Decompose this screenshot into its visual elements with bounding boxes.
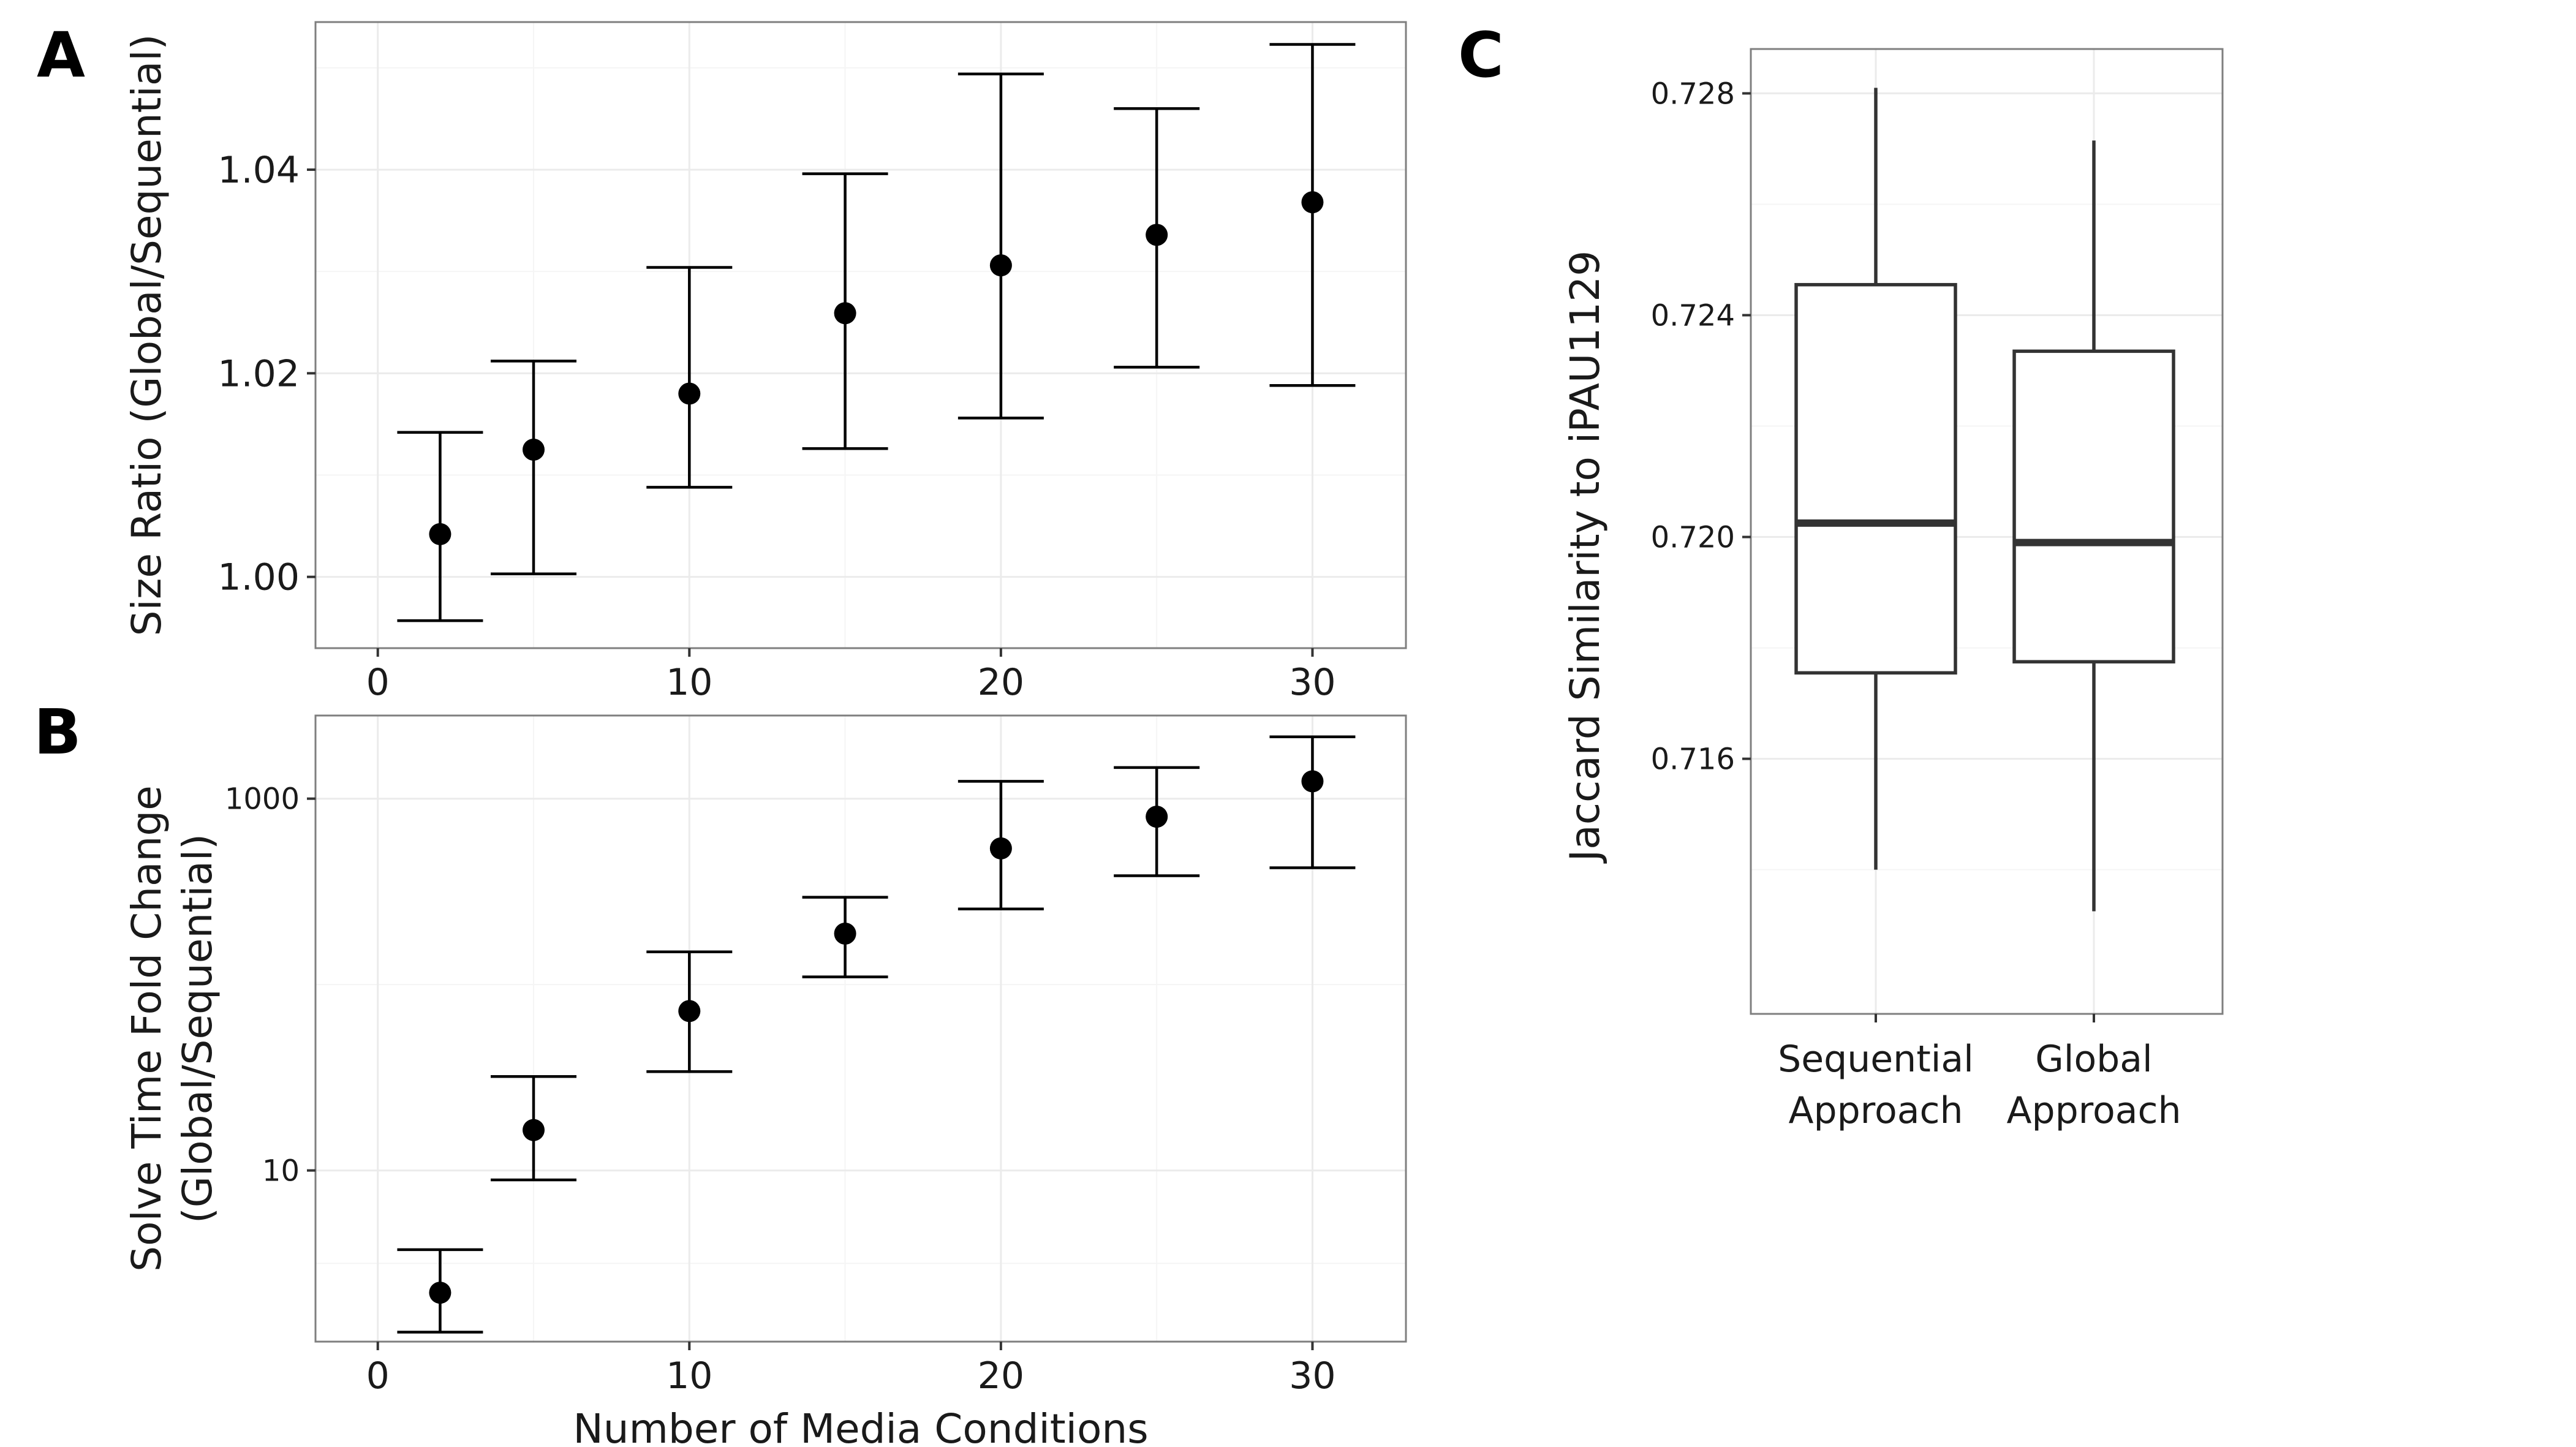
y-axis-title: Size Ratio (Global/Sequential) xyxy=(123,34,170,637)
data-point xyxy=(678,1000,701,1022)
x-tick-label: 0 xyxy=(366,661,390,704)
panel-letter-b: B xyxy=(34,696,81,769)
y-tick-label: 0.728 xyxy=(1651,77,1735,111)
data-point xyxy=(1301,770,1324,793)
y-axis-title-line-1: Solve Time Fold Change xyxy=(123,785,170,1272)
category-label-line-1: Global xyxy=(2035,1038,2152,1081)
x-tick-label: 20 xyxy=(978,1354,1024,1397)
data-point xyxy=(834,302,856,325)
category-label-line-1: Sequential xyxy=(1778,1038,1974,1081)
box-iqr xyxy=(2012,349,2175,663)
y-tick-label: 1.02 xyxy=(217,352,300,395)
y-tick-label: 1.04 xyxy=(217,149,300,192)
x-tick-label: 0 xyxy=(366,1354,390,1397)
data-point xyxy=(523,1119,545,1141)
box-iqr xyxy=(1794,282,1957,675)
data-point xyxy=(523,438,545,461)
x-tick-label: 10 xyxy=(666,661,712,704)
data-point xyxy=(429,1282,451,1304)
y-tick-label: 10 xyxy=(262,1154,300,1188)
chart-b-solve-time: 0 10 20 30 10 1000 Solve Time Fold Change (Glob… xyxy=(123,714,1407,1447)
data-point xyxy=(1301,191,1324,214)
category-label-line-2: Approach xyxy=(1788,1089,1963,1132)
chart-a-size-ratio: 0 10 20 30 1.00 1.02 1.04 Size Ratio (Global/Se… xyxy=(123,21,1407,704)
data-point xyxy=(1146,224,1168,246)
data-point xyxy=(834,922,856,945)
x-tick-label: 20 xyxy=(978,661,1024,704)
data-point xyxy=(429,523,451,545)
data-point xyxy=(989,837,1012,860)
data-point xyxy=(989,254,1012,277)
x-tick-label: 30 xyxy=(1289,661,1335,704)
chart-c-jaccard-boxplot: 0.716 0.720 0.724 0.728 Sequential Approach Gl… xyxy=(1562,48,2224,1132)
y-axis-title-line-2: (Global/Sequential) xyxy=(174,834,221,1223)
y-tick-label: 0.720 xyxy=(1651,521,1735,555)
y-axis-title: Jaccard Similarity to iPAU1129 xyxy=(1562,251,1609,864)
plot-frame xyxy=(1750,48,2224,1015)
y-tick-label: 1.00 xyxy=(217,556,300,599)
category-label-line-2: Approach xyxy=(2006,1089,2181,1132)
y-tick-label: 1000 xyxy=(225,782,300,817)
plot-frame xyxy=(314,714,1407,1343)
panel-letter-a: A xyxy=(37,19,85,92)
y-tick-label: 0.716 xyxy=(1651,742,1735,777)
x-tick-label: 10 xyxy=(666,1354,712,1397)
y-tick-label: 0.724 xyxy=(1651,298,1735,333)
plot-frame xyxy=(314,21,1407,649)
x-tick-label: 30 xyxy=(1289,1354,1335,1397)
data-point xyxy=(678,382,701,405)
data-point xyxy=(1146,806,1168,828)
panel-letter-c: C xyxy=(1458,19,1504,92)
x-axis-title: Number of Media Conditions xyxy=(573,1405,1148,1447)
